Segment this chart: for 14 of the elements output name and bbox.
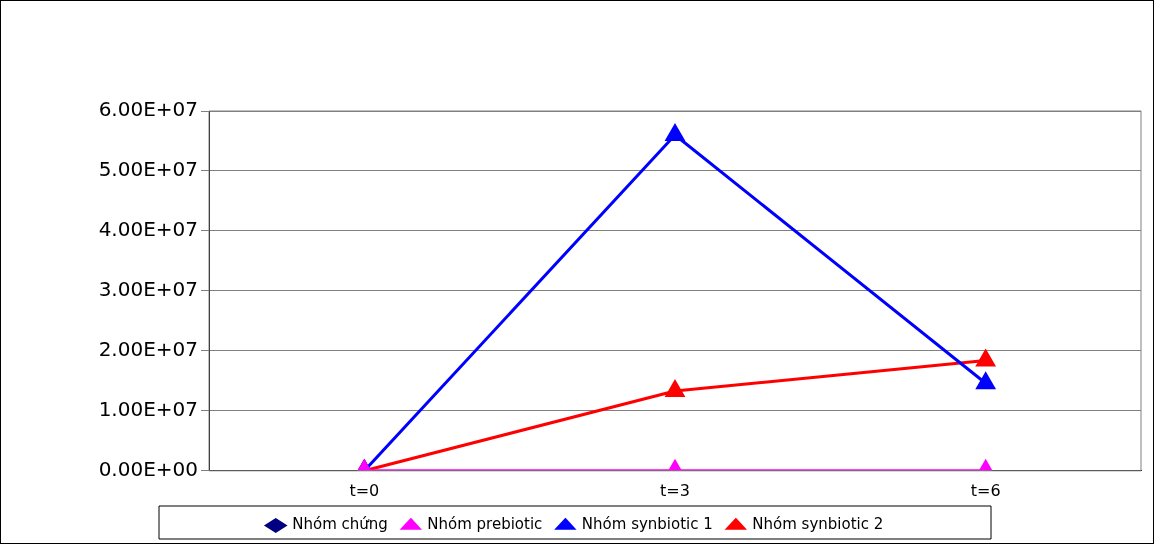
y-tick-label: 6.00E+07 (98, 97, 198, 122)
y-tick-label: 4.00E+07 (98, 217, 198, 242)
x-tick-label: t=0 (349, 480, 380, 500)
x-tick-label: t=3 (660, 480, 690, 500)
y-tick-label: 5.00E+07 (98, 157, 198, 182)
legend-label: Nhóm synbiotic 1 (581, 515, 713, 534)
x-tick-label: t=6 (970, 480, 1001, 500)
y-tick-label: 2.00E+07 (98, 337, 198, 362)
y-tick-label: 1.00E+07 (98, 397, 198, 422)
legend-label: Nhóm synbiotic 2 (752, 515, 884, 534)
y-tick-label: 3.00E+07 (98, 277, 198, 302)
y-tick-label: 0.00E+00 (98, 457, 198, 481)
legend-label: Nhóm chứng (292, 515, 388, 534)
legend-label: Nhóm prebiotic (427, 515, 543, 534)
